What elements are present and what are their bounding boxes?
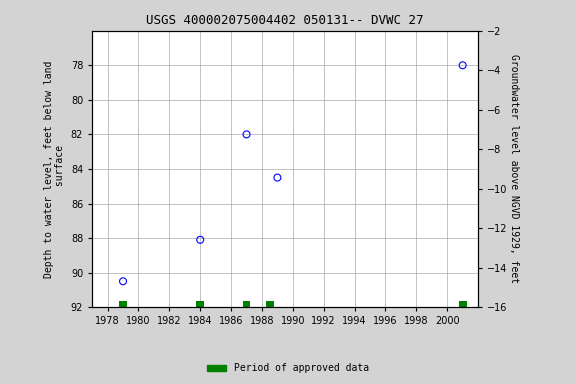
Bar bbox=[458, 301, 467, 307]
Bar bbox=[266, 301, 274, 307]
Point bbox=[242, 131, 251, 137]
Point bbox=[273, 174, 282, 180]
Point bbox=[196, 237, 205, 243]
Legend: Period of approved data: Period of approved data bbox=[203, 359, 373, 377]
Point bbox=[119, 278, 128, 284]
Bar bbox=[196, 301, 204, 307]
Title: USGS 400002075004402 050131-- DVWC 27: USGS 400002075004402 050131-- DVWC 27 bbox=[146, 14, 424, 27]
Y-axis label: Depth to water level, feet below land
 surface: Depth to water level, feet below land su… bbox=[44, 60, 65, 278]
Bar bbox=[242, 301, 251, 307]
Y-axis label: Groundwater level above NGVD 1929, feet: Groundwater level above NGVD 1929, feet bbox=[509, 55, 519, 283]
Point bbox=[458, 62, 467, 68]
Bar bbox=[119, 301, 127, 307]
